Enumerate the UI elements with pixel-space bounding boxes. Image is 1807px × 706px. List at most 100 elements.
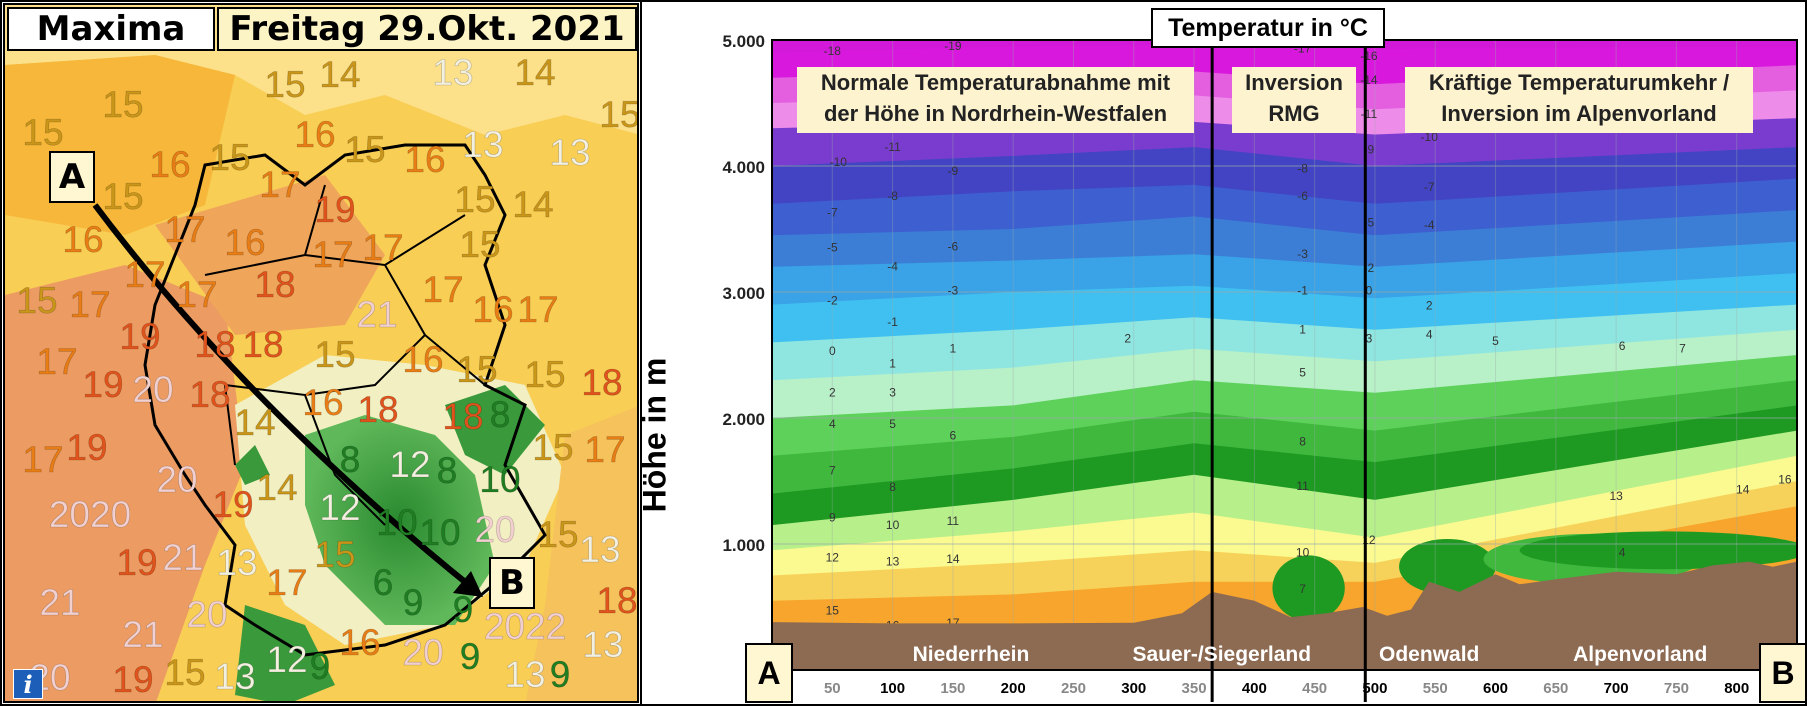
map-temperature-value: 2022 [484,606,566,647]
isotherm-value-label: -1 [887,315,898,329]
annotation-alpenvorland-line2: Inversion im Alpenvorland [1441,101,1717,126]
map-temperature-value: 18 [357,389,398,430]
map-temperature-value: 8 [490,394,511,435]
isotherm-value-label: -16 [1360,49,1378,63]
map-temperature-value: 15 [599,94,639,135]
map-temperature-value: 16 [404,139,445,180]
map-temperature-value: 13 [549,132,590,173]
isotherm-value-label: -1 [1297,284,1308,298]
annotation-rmg-line1: Inversion [1245,70,1343,95]
region-label: Alpenvorland [1573,643,1708,666]
isotherm-value-label: 2 [1124,331,1131,345]
region-label: Odenwald [1379,643,1480,666]
map-title: Maxima [7,7,215,51]
map-temperature-value: 17 [259,164,300,205]
map-temperature-value: 19 [212,484,253,525]
isotherm-value-label: 15 [826,604,840,618]
map-temperature-value: 18 [442,396,483,437]
map-temperature-value: 20 [132,369,173,410]
map-temperature-value: 21 [39,582,80,623]
map-temperature-value: 20 [402,632,443,673]
isotherm-value-label: -11 [1361,107,1378,121]
isotherm-value-label: -5 [1364,215,1375,229]
x-tick-label: 800 [1724,680,1750,697]
map-temperature-value: 13 [582,624,623,665]
map-temperature-value: 21 [356,294,397,335]
map-temperature-value: 15 [524,354,565,395]
isotherm-value-label: 6 [1619,339,1626,353]
map-temperature-value: 12 [319,487,360,528]
map-temperature-value: 15 [264,64,305,105]
map-temperature-value: 12 [389,444,430,485]
map-temperature-value: 10 [376,502,417,543]
isotherm-value-label: 3 [1366,331,1373,345]
map-temperature-value: 16 [294,114,335,155]
map-temperature-value: 17 [69,284,110,325]
map-temperature-value: 21 [162,537,203,578]
map-temperature-value: 15 [102,176,143,217]
y-tick-3000: 3.000 [722,284,765,303]
map-temperature-value: 16 [402,339,443,380]
map-temperature-value: 15 [344,129,385,170]
isotherm-value-label: 4 [1619,546,1626,560]
map-temperature-value: 17 [517,289,558,330]
annotation-rmg-line2: RMG [1268,101,1320,126]
isotherm-value-label: 8 [889,480,896,494]
inversion-area [1519,531,1797,570]
map-temperature-value: 8 [340,439,361,480]
map-temperature-value: 13 [432,52,473,93]
map-temperature-value: 8 [437,450,458,491]
map-temperature-value: 14 [256,467,297,508]
state-borders [204,184,486,526]
map-temperature-value: 18 [242,324,283,365]
isotherm-value-label: 0 [829,344,836,358]
isotherm-value-label: 4 [829,417,836,431]
map-temperature-value: 15 [454,179,495,220]
isotherm-value-label: 5 [1492,334,1499,348]
isotherm-value-label: 5 [889,417,896,431]
section-end-label: B [1759,643,1807,703]
map-temperature-value: 14 [512,184,553,225]
map-temperature-value: 15 [164,652,205,693]
isotherm-value-label: -7 [1424,180,1435,194]
isotherm-labels: -18 -19 -17-16-14-11-11-10-10-9-9 -8-8-7-7-… [824,40,1792,633]
map-temperature-value: 20 [186,594,227,635]
map-temperature-value: 15 [22,112,63,153]
isotherm-value-label: 11 [1296,479,1309,493]
info-icon[interactable]: i [13,669,43,699]
x-tick-label: 700 [1603,680,1629,697]
isotherm-value-label: 12 [826,551,840,565]
isotherm-bands [772,45,1797,670]
isotherm-value-label: 2 [829,386,836,400]
isotherm-value-label: -10 [830,155,848,169]
map-temperature-value: 17 [124,254,165,295]
map-temperature-value: 16 [472,289,513,330]
isotherm-value-label: -10 [1421,130,1439,144]
x-tick-label: 50 [823,680,841,697]
map-temperature-value: 21 [122,614,163,655]
isotherm-value-label: -2 [827,294,838,308]
map-temperature-value: 14 [234,402,275,443]
section-start-label: A [745,643,793,703]
map-temperature-value: 13 [579,529,620,570]
annotation-rmg: Inversion RMG [1232,67,1356,133]
isotherm-value-label: -8 [887,189,898,203]
terrain-profile [772,561,1797,670]
isotherm-value-label: -3 [1297,247,1308,261]
map-temperature-value: 19 [82,364,123,405]
isotherm-value-label: -9 [1364,142,1375,156]
isotherm-value-label: -3 [948,284,959,298]
region-label: Niederrhein [912,643,1030,666]
map-temperature-value: 13 [504,654,545,695]
isotherm-value-label: 5 [1299,365,1306,379]
map-temperature-value: 13 [462,124,503,165]
map-zone-green-east [445,385,545,475]
annotation-alpenvorland-line1: Kräftige Temperaturumkehr / [1428,70,1730,95]
isotherm-value-label: 1 [889,357,896,371]
isotherm-value-label: 3 [889,386,896,400]
temperature-map: 15 15 16 15 15 15 14 13 14 15 16 15 16 13 13 17 19 15 14 16… [3,3,639,703]
annotation-alpenvorland: Kräftige Temperaturumkehr / Inversion im… [1405,67,1753,133]
map-temperature-value: 9 [310,646,331,687]
